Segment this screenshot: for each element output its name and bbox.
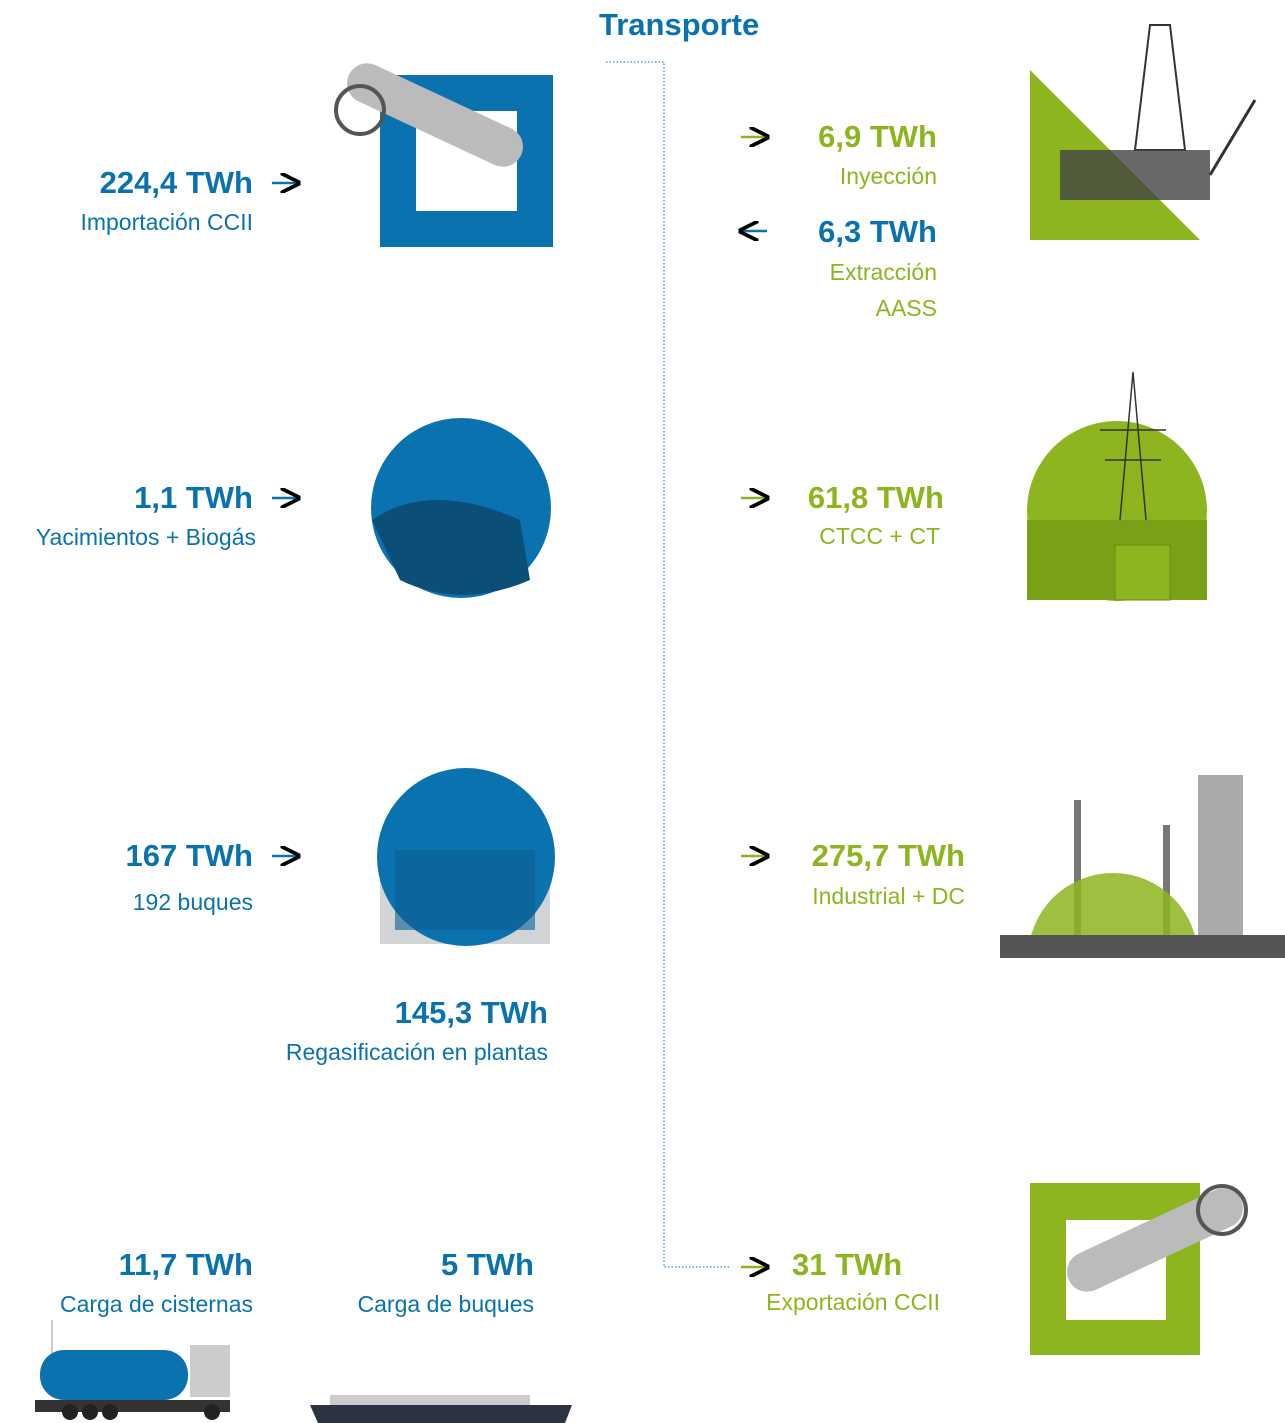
platform-image [1030, 25, 1255, 240]
industry-image [1000, 775, 1285, 958]
power-image [1027, 372, 1207, 601]
label: Industrial + DC [812, 885, 965, 908]
biogas-image [371, 418, 551, 598]
value: 6,3 TWh [818, 216, 937, 247]
import-image [336, 57, 553, 247]
value: 1,1 TWh [134, 482, 253, 513]
label: AASS [876, 297, 937, 320]
value: 6,9 TWh [818, 121, 937, 152]
title: Transporte [599, 9, 759, 40]
label: Importación CCII [80, 211, 253, 234]
export-image [1030, 1182, 1250, 1355]
value: 145,3 TWh [395, 997, 548, 1028]
flow-line [606, 62, 730, 1267]
label: Regasificación en plantas [286, 1041, 548, 1064]
label: Carga de cisternas [60, 1293, 253, 1316]
value: 275,7 TWh [812, 840, 965, 871]
infographic: Transporte 224,4 TWh Importación CCII 1,… [0, 0, 1285, 1423]
regas-image [377, 768, 555, 946]
label: Inyección [840, 165, 937, 188]
label: CTCC + CT [819, 525, 940, 548]
truck-image [35, 1320, 230, 1420]
arrows [272, 137, 767, 1267]
value: 11,7 TWh [119, 1249, 253, 1280]
label: 192 buques [133, 891, 253, 914]
value: 31 TWh [792, 1249, 902, 1280]
label: Extracción [830, 261, 937, 284]
value: 5 TWh [441, 1249, 534, 1280]
label: Exportación CCII [766, 1291, 940, 1314]
ship-image [310, 1395, 572, 1423]
label: Yacimientos + Biogás [36, 526, 256, 549]
label: Carga de buques [358, 1293, 534, 1316]
value: 224,4 TWh [100, 167, 253, 198]
value: 167 TWh [126, 840, 253, 871]
value: 61,8 TWh [808, 482, 944, 513]
